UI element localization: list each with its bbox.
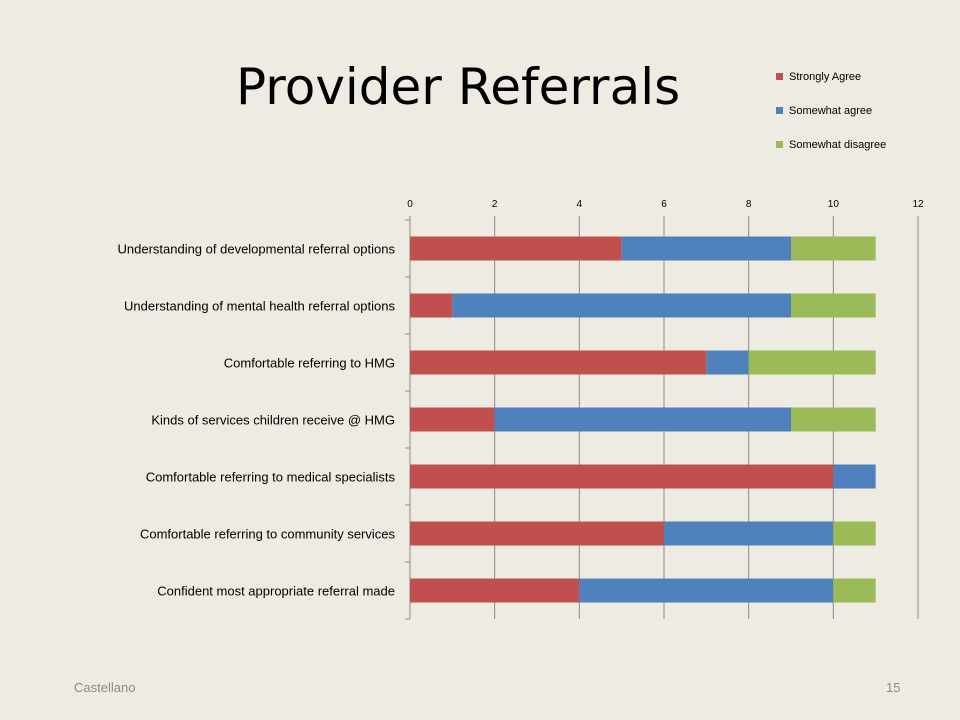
bar-segment (791, 293, 876, 318)
bar-segment (410, 521, 664, 546)
bar-segment (748, 350, 876, 375)
category-label: Comfortable referring to medical special… (146, 470, 396, 485)
bar-segment (452, 293, 791, 318)
bar-segment (494, 407, 791, 432)
bar-segment (833, 464, 876, 489)
bar-segment (833, 521, 876, 546)
legend-item-strongly-agree: Strongly Agree (776, 68, 886, 85)
category-label: Understanding of developmental referral … (117, 242, 395, 257)
bar-segment (791, 407, 876, 432)
bar-segment (410, 464, 834, 489)
bar-segment (410, 293, 453, 318)
x-tick-label: 6 (661, 199, 667, 210)
legend-label: Somewhat disagree (789, 138, 887, 151)
legend-swatch (776, 107, 783, 114)
bar-segment (706, 350, 749, 375)
legend-item-somewhat-agree: Somewhat agree (776, 102, 886, 119)
bar-segment (410, 236, 622, 261)
bar-segment (621, 236, 791, 261)
page-number: 15 (886, 680, 901, 695)
bar-segment (833, 578, 876, 603)
x-tick-label: 8 (746, 199, 752, 210)
x-tick-label: 10 (828, 199, 840, 210)
bar-segment (410, 578, 580, 603)
x-tick-label: 12 (912, 199, 924, 210)
category-label: Understanding of mental health referral … (124, 299, 395, 314)
x-tick-label: 2 (492, 199, 498, 210)
legend-swatch (776, 73, 783, 80)
category-label: Confident most appropriate referral made (157, 584, 395, 599)
legend-swatch (776, 141, 783, 148)
category-label: Kinds of services children receive @ HMG (151, 413, 395, 428)
slide-title: Provider Referrals (236, 58, 681, 116)
footer-author: Castellano (74, 680, 136, 695)
bar-segment (664, 521, 834, 546)
category-label: Comfortable referring to community servi… (140, 527, 396, 542)
bar-segment (791, 236, 876, 261)
category-label: Comfortable referring to HMG (224, 356, 395, 371)
bar-segment (579, 578, 834, 603)
x-tick-label: 0 (407, 199, 413, 210)
x-tick-label: 4 (577, 199, 583, 210)
bar-segment (410, 407, 495, 432)
legend-label: Somewhat agree (789, 104, 873, 117)
legend-item-somewhat-disagree: Somewhat disagree (776, 136, 886, 153)
chart-legend: Strongly Agree Somewhat agree Somewhat d… (776, 68, 886, 170)
legend-label: Strongly Agree (789, 70, 862, 83)
bar-segment (410, 350, 707, 375)
